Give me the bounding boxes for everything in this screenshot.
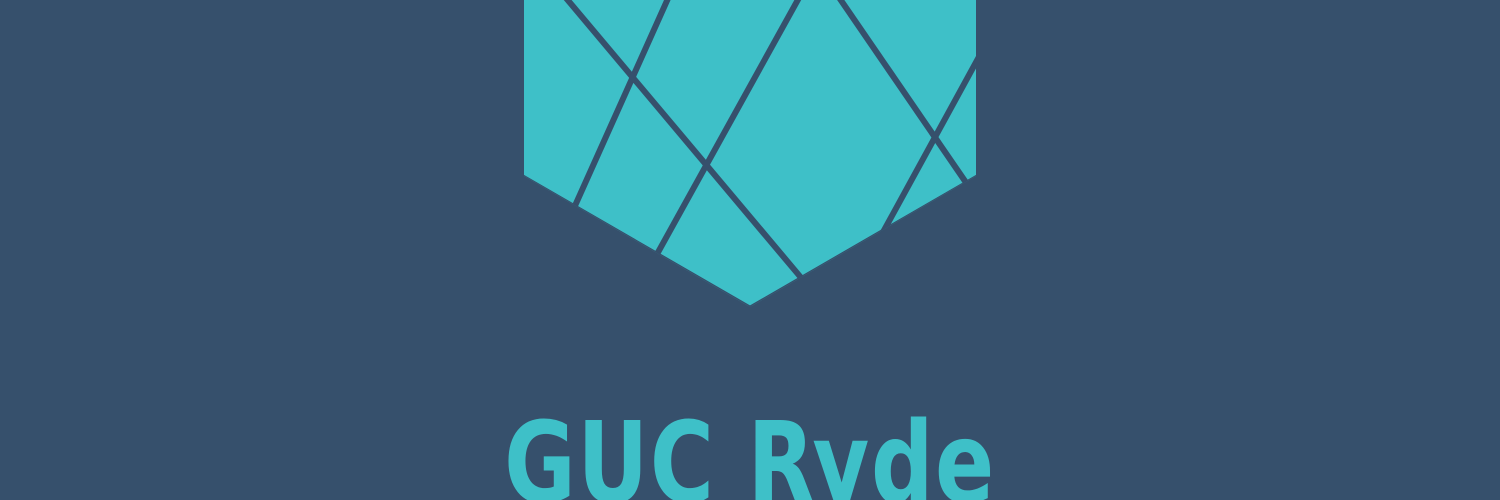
brand-wordmark: GUC Ryde — [504, 399, 996, 500]
